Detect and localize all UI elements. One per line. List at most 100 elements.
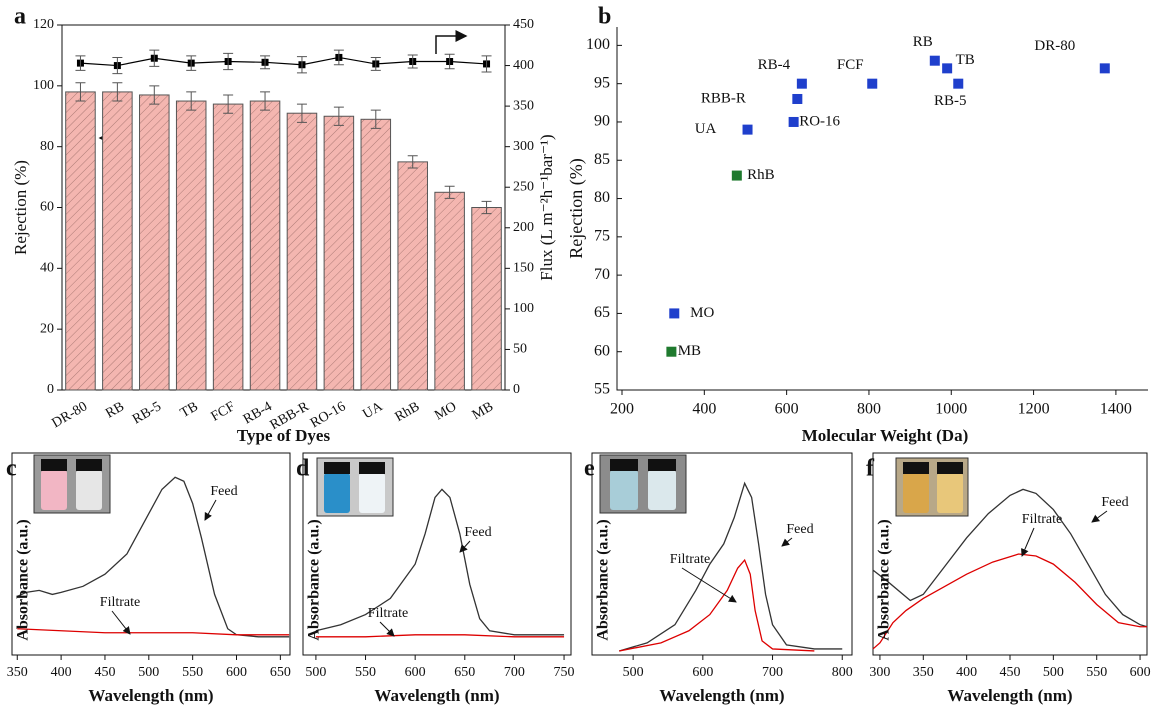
x-tick-label: 500 — [305, 665, 326, 680]
x-tick-label: 300 — [869, 665, 890, 680]
x-tick-label: DR-80 — [50, 399, 91, 431]
series-annotation: Feed — [210, 484, 237, 499]
y-tick-label: 0 — [47, 382, 54, 397]
y-tick-label: 100 — [586, 36, 610, 53]
x-tick-label: 550 — [182, 665, 203, 680]
point-label: RO-16 — [799, 113, 840, 129]
bar — [65, 91, 96, 391]
point-label: FCF — [837, 57, 864, 73]
y-tick-label: 60 — [594, 342, 610, 359]
point — [867, 78, 878, 89]
y2-tick-label: 0 — [513, 382, 520, 397]
x-tick-label: 650 — [454, 665, 475, 680]
error-bar — [333, 49, 344, 66]
error-bar — [186, 91, 197, 111]
x-tick-label: 550 — [355, 665, 376, 680]
x-tick-label: 550 — [1086, 665, 1107, 680]
error-bar — [149, 49, 160, 67]
x-tick-label: 800 — [857, 401, 881, 418]
error-bar — [407, 155, 418, 169]
error-bar — [260, 91, 271, 111]
x-tick-label: 400 — [956, 665, 977, 680]
x-tick-label: 1400 — [1100, 401, 1132, 418]
bar — [323, 115, 355, 391]
y-tick-label: 55 — [594, 381, 610, 398]
spectrum-line — [872, 488, 1148, 628]
x-axis-title: Molecular Weight (Da) — [802, 426, 969, 445]
point — [792, 93, 803, 104]
point — [788, 116, 799, 127]
error-bar — [481, 200, 492, 215]
x-tick-label: 200 — [610, 401, 634, 418]
point-label: RhB — [747, 167, 775, 183]
point — [942, 63, 953, 74]
inset-photo — [316, 457, 394, 517]
inset-photo — [599, 454, 687, 514]
bar — [286, 112, 318, 391]
line — [80, 56, 487, 67]
y-tick-label: 90 — [594, 113, 610, 130]
error-bar — [481, 55, 492, 73]
annotation-arrow — [1091, 510, 1108, 523]
series-annotation: Filtrate — [368, 606, 408, 621]
axes — [616, 27, 1148, 391]
x-tick-label: RB — [103, 399, 127, 421]
y-axis-title: Absorbance (a.u.) — [876, 519, 893, 640]
y2-tick-label: 100 — [513, 301, 534, 316]
y-tick-label: 85 — [594, 151, 610, 168]
x-tick-label: 500 — [1043, 665, 1064, 680]
bar — [249, 100, 281, 391]
y-tick-label: 40 — [40, 261, 54, 276]
y-tick-label: 65 — [594, 304, 610, 321]
panel-label: d — [296, 456, 310, 482]
series-annotation: Feed — [464, 525, 491, 540]
y2-tick-label: 50 — [513, 342, 527, 357]
x-tick-label: RhB — [393, 399, 423, 425]
x-tick-label: 400 — [51, 665, 72, 680]
bar — [102, 91, 133, 391]
y2-tick-label: 400 — [513, 58, 534, 73]
x-tick-label: MB — [470, 399, 496, 423]
panel-label: b — [598, 4, 611, 30]
y-axis-title: Rejection (%) — [11, 160, 30, 255]
annotation-arrow — [1021, 527, 1035, 557]
y-tick-label: 95 — [594, 74, 610, 91]
x-axis-title: Wavelength (nm) — [947, 686, 1072, 705]
point — [666, 346, 677, 357]
point-label: TB — [956, 52, 975, 68]
spectrum-line — [619, 558, 815, 652]
bar — [139, 94, 170, 391]
y-tick-label: 75 — [594, 228, 610, 245]
spectrum-line — [315, 488, 565, 636]
y2-tick-label: 350 — [513, 98, 534, 113]
annotation-arrow — [459, 540, 471, 553]
y2-tick-label: 150 — [513, 261, 534, 276]
point — [953, 78, 964, 89]
series-annotation: Feed — [786, 522, 813, 537]
error-bar — [223, 52, 234, 71]
x-tick-label: 600 — [692, 665, 713, 680]
series-annotation: Filtrate — [670, 552, 710, 567]
bar — [397, 161, 428, 391]
x-tick-label: 650 — [270, 665, 291, 680]
x-tick-label: TB — [178, 399, 201, 421]
bar — [471, 207, 502, 391]
error-bar — [444, 53, 455, 70]
x-axis-title: Wavelength (nm) — [659, 686, 784, 705]
annotation-arrow — [204, 499, 217, 521]
error-bar — [112, 56, 123, 75]
annotation-arrow — [379, 621, 395, 637]
point-label: MO — [690, 305, 714, 321]
x-tick-label: 350 — [913, 665, 934, 680]
point-label: DR-80 — [1034, 38, 1075, 54]
x-axis-title: Wavelength (nm) — [88, 686, 213, 705]
panel-label: c — [6, 456, 17, 482]
error-bar — [112, 82, 123, 102]
y-tick-label: 70 — [594, 266, 610, 283]
point-label: RB — [913, 34, 933, 50]
bar — [434, 191, 465, 391]
plot-frame — [591, 452, 853, 656]
y-tick-label: 120 — [33, 17, 54, 32]
point-label: UA — [695, 121, 717, 137]
